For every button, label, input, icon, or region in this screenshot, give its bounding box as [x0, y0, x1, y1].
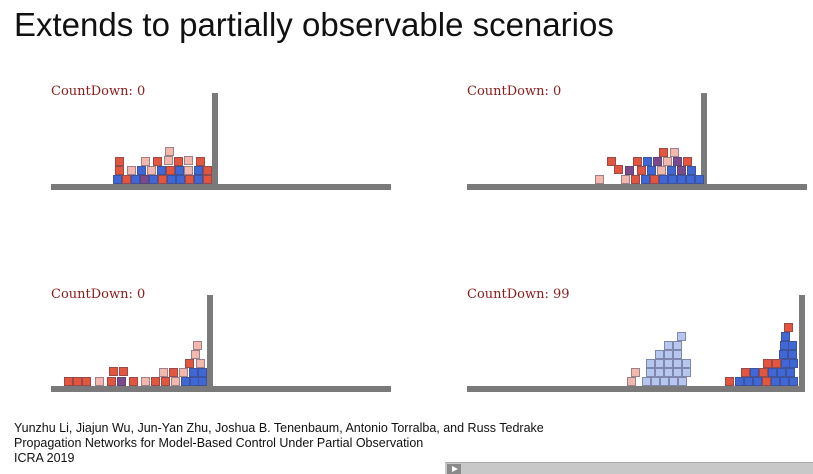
simulation-panel-3: CountDown: 0 [51, 287, 411, 407]
ground [467, 184, 807, 190]
ground [51, 386, 391, 392]
play-icon[interactable] [447, 464, 461, 474]
citation: Yunzhu Li, Jiajun Wu, Jun-Yan Zhu, Joshu… [14, 421, 544, 466]
countdown-label: CountDown: 0 [51, 84, 146, 99]
simulation-panel-4: CountDown: 99 [467, 287, 813, 407]
wall [799, 295, 805, 391]
video-progress-bar[interactable] [445, 462, 813, 474]
ground [51, 184, 391, 190]
ground [467, 386, 805, 392]
simulation-panel-2: CountDown: 0 [467, 84, 813, 204]
wall [212, 93, 218, 185]
citation-paper-title: Propagation Networks for Model-Based Con… [14, 436, 424, 450]
countdown-label: CountDown: 99 [467, 287, 570, 302]
countdown-label: CountDown: 0 [51, 287, 146, 302]
wall [701, 93, 707, 185]
slide-title: Extends to partially observable scenario… [14, 6, 614, 43]
citation-venue: ICRA 2019 [14, 451, 75, 465]
countdown-label: CountDown: 0 [467, 84, 562, 99]
simulation-panel-1: CountDown: 0 [51, 84, 411, 204]
citation-authors: Yunzhu Li, Jiajun Wu, Jun-Yan Zhu, Joshu… [14, 421, 544, 435]
wall [207, 295, 213, 391]
